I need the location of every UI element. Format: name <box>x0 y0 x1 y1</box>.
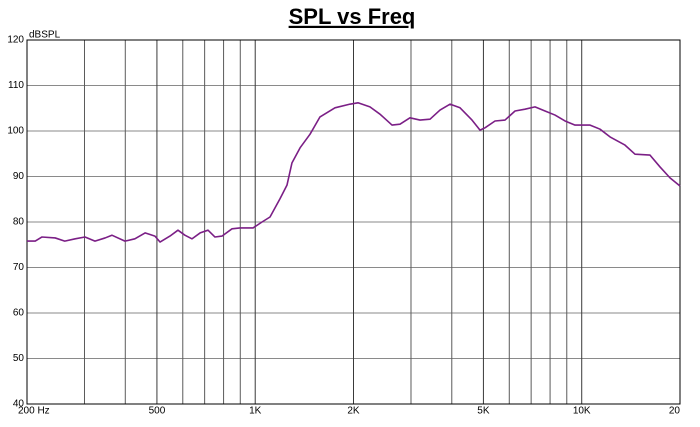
y-tick-label: 60 <box>13 308 25 319</box>
y-axis-label: dBSPL <box>29 30 61 41</box>
x-tick-label: 2K <box>347 406 360 417</box>
x-tick-label: 20 <box>669 406 681 417</box>
x-tick-label: 500 <box>149 406 166 417</box>
y-tick-label: 80 <box>13 217 25 228</box>
x-tick-label: 10K <box>573 406 591 417</box>
x-tick-label: 1K <box>249 406 262 417</box>
y-tick-label: 120 <box>7 35 24 46</box>
plot-frame <box>26 39 681 405</box>
x-tick-label: 200 Hz <box>18 406 50 417</box>
y-tick-label: 100 <box>7 126 24 137</box>
x-tick-label: 5K <box>477 406 490 417</box>
y-tick-label: 110 <box>8 80 24 91</box>
spl-line <box>27 101 681 243</box>
y-tick-label: 70 <box>13 262 25 273</box>
chart-title: SPL vs Freq <box>289 4 416 29</box>
y-tick-label: 40 <box>13 399 25 410</box>
y-tick-label: 50 <box>13 353 25 364</box>
y-tick-label: 90 <box>13 171 25 182</box>
